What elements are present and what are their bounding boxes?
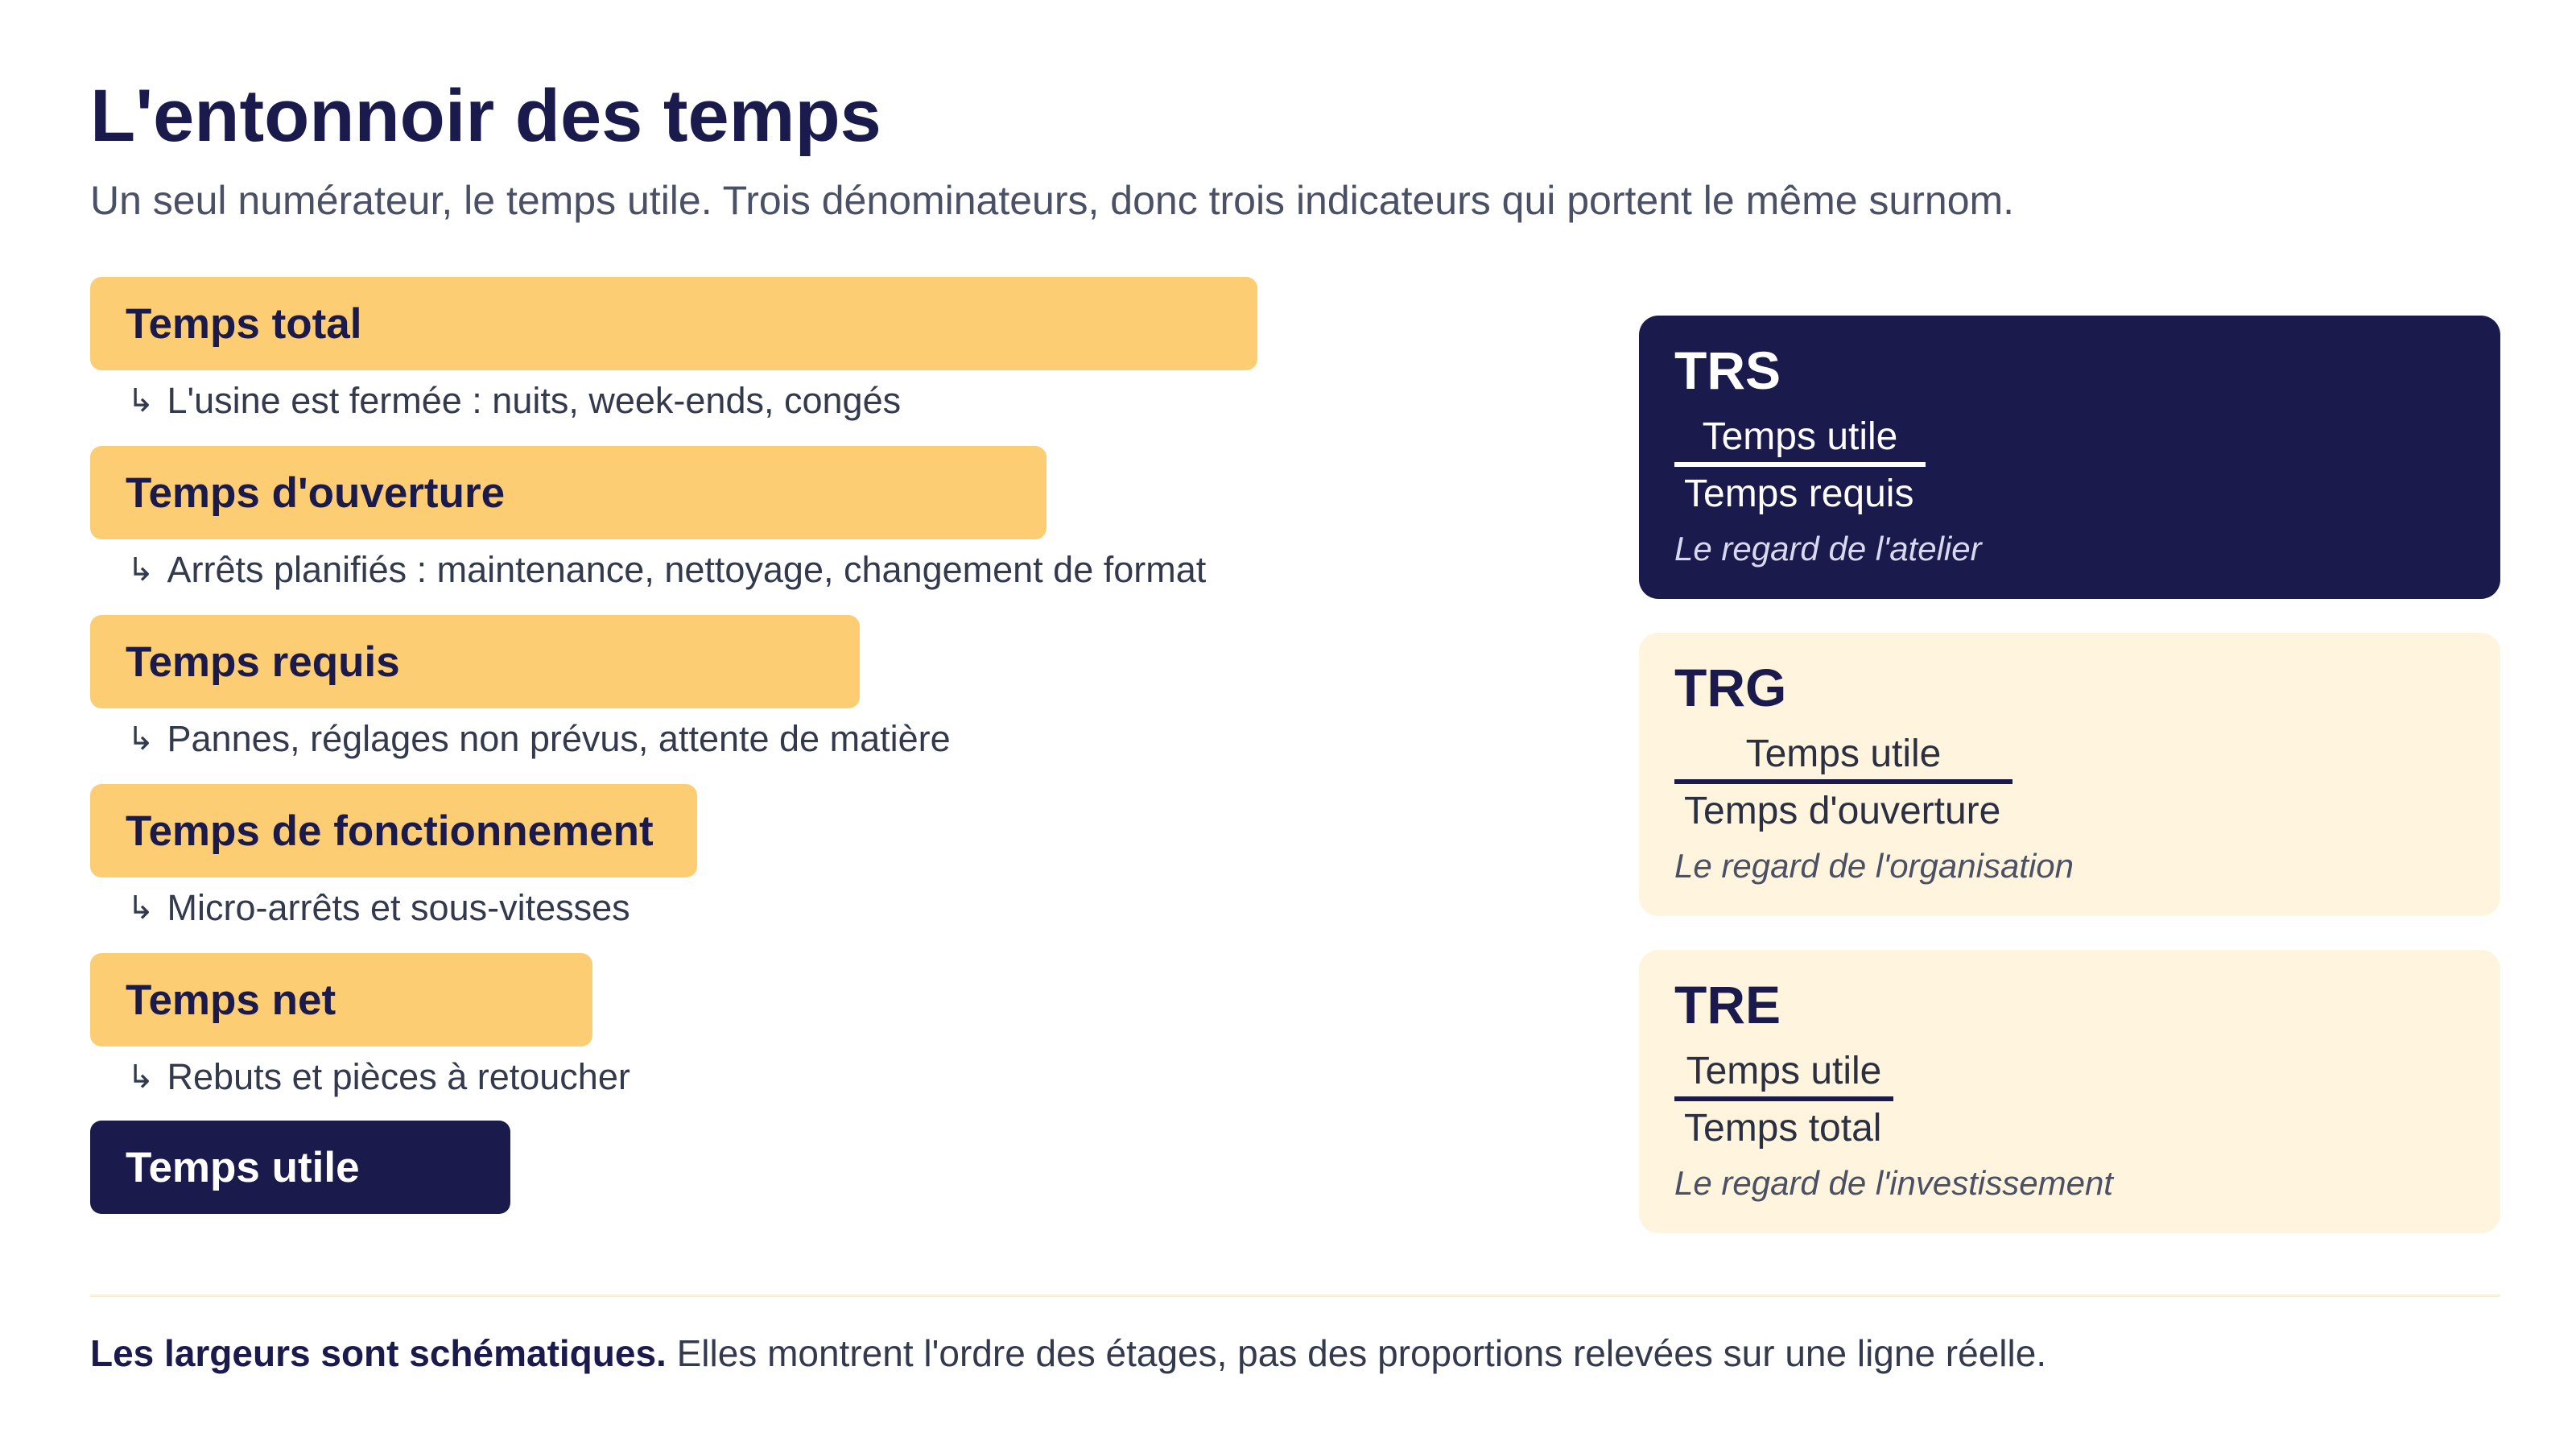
return-arrow-icon: ↳	[127, 551, 155, 588]
fraction-numerator: Temps utile	[1674, 1045, 1893, 1101]
indicator-caption: Le regard de l'investissement	[1674, 1164, 2113, 1202]
fraction-denominator: Temps requis	[1684, 473, 1914, 515]
footnote: Les largeurs sont schématiques. Elles mo…	[90, 1331, 2046, 1375]
loss-label: Pannes, réglages non prévus, attente de …	[167, 718, 951, 759]
loss-row-3: ↳ Pannes, réglages non prévus, attente d…	[127, 715, 951, 763]
fraction-denominator: Temps d'ouverture	[1684, 790, 2001, 832]
loss-row-5: ↳ Rebuts et pièces à retoucher	[127, 1053, 630, 1101]
indicator-name: TRS	[1674, 341, 1781, 400]
stage-temps-total: Temps total	[90, 277, 1257, 370]
fraction-denominator: Temps total	[1684, 1107, 1882, 1150]
indicator-card-trs: TRS Temps utile Temps requis Le regard d…	[1639, 316, 2500, 599]
fraction-numerator: Temps utile	[1674, 728, 2013, 784]
loss-label: Arrêts planifiés : maintenance, nettoyag…	[167, 549, 1207, 590]
fraction-numerator: Temps utile	[1674, 411, 1926, 467]
loss-row-1: ↳ L'usine est fermée : nuits, week-ends,…	[127, 377, 901, 425]
stage-temps-fonctionnement: Temps de fonctionnement	[90, 784, 697, 877]
indicator-name: TRE	[1674, 975, 1781, 1034]
footnote-bold: Les largeurs sont schématiques.	[90, 1332, 667, 1374]
indicator-name: TRG	[1674, 658, 1787, 717]
stage-temps-ouverture: Temps d'ouverture	[90, 446, 1046, 539]
loss-label: Micro-arrêts et sous-vitesses	[167, 887, 630, 928]
page-title: L'entonnoir des temps	[90, 75, 881, 157]
loss-label: L'usine est fermée : nuits, week-ends, c…	[167, 380, 902, 421]
return-arrow-icon: ↳	[127, 382, 155, 419]
loss-row-4: ↳ Micro-arrêts et sous-vitesses	[127, 884, 630, 932]
indicator-caption: Le regard de l'organisation	[1674, 847, 2074, 885]
indicator-card-tre: TRE Temps utile Temps total Le regard de…	[1639, 950, 2500, 1233]
stage-temps-requis: Temps requis	[90, 615, 860, 708]
return-arrow-icon: ↳	[127, 1059, 155, 1096]
footer-divider	[90, 1294, 2500, 1297]
indicator-caption: Le regard de l'atelier	[1674, 530, 1982, 568]
loss-label: Rebuts et pièces à retoucher	[167, 1056, 630, 1097]
stage-temps-utile: Temps utile	[90, 1121, 510, 1214]
loss-row-2: ↳ Arrêts planifiés : maintenance, nettoy…	[127, 546, 1206, 594]
page-subtitle: Un seul numérateur, le temps utile. Troi…	[90, 178, 2015, 223]
return-arrow-icon: ↳	[127, 890, 155, 927]
return-arrow-icon: ↳	[127, 720, 155, 758]
stage-temps-net: Temps net	[90, 953, 592, 1046]
indicator-card-trg: TRG Temps utile Temps d'ouverture Le reg…	[1639, 633, 2500, 916]
footnote-text: Elles montrent l'ordre des étages, pas d…	[666, 1332, 2047, 1374]
